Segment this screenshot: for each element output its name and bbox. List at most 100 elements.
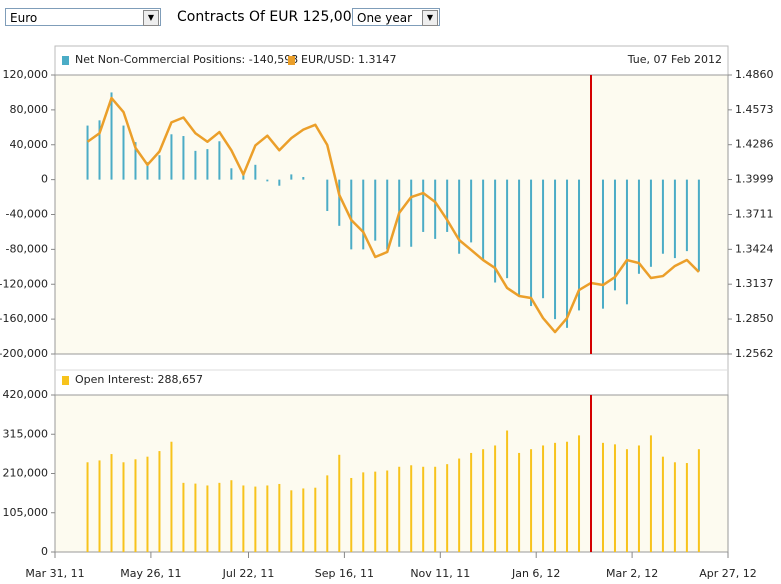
bar xyxy=(578,179,581,311)
bar xyxy=(637,179,640,274)
bar xyxy=(350,179,353,250)
bar xyxy=(613,444,616,552)
x-tick-label: Mar 2, 12 xyxy=(606,567,658,580)
bar xyxy=(601,179,604,309)
hover-date: Tue, 07 Feb 2012 xyxy=(627,53,722,66)
dropdown-arrow[interactable]: ▼ xyxy=(422,10,438,26)
bar xyxy=(146,162,149,180)
y-tick-label: -120,000 xyxy=(0,277,48,290)
bar xyxy=(206,149,209,180)
x-tick-label: Nov 11, 11 xyxy=(410,567,470,580)
bar xyxy=(458,458,461,552)
bar xyxy=(338,179,341,226)
bar xyxy=(254,486,257,552)
bar xyxy=(649,435,652,552)
legend-swatch xyxy=(62,376,69,385)
bar xyxy=(458,179,461,254)
y-tick-label: -160,000 xyxy=(0,312,48,325)
bar xyxy=(506,179,509,279)
bar xyxy=(218,482,221,552)
bar xyxy=(649,179,652,267)
dropdown-arrow[interactable]: ▼ xyxy=(143,10,159,26)
bar xyxy=(554,442,557,552)
bar xyxy=(110,92,113,180)
bar xyxy=(98,120,101,180)
bar xyxy=(206,485,209,552)
bar xyxy=(170,134,173,180)
y2-tick-label: 1.3137 xyxy=(735,277,774,290)
y-tick-label: -200,000 xyxy=(0,347,48,360)
bar xyxy=(613,179,616,291)
bar xyxy=(470,452,473,552)
bar xyxy=(278,179,281,186)
bar xyxy=(278,483,281,552)
y-tick-label: 210,000 xyxy=(3,467,49,480)
y2-tick-label: 1.3711 xyxy=(735,208,774,221)
bar xyxy=(697,449,700,552)
y2-tick-label: 1.4860 xyxy=(735,68,774,81)
x-tick-label: Jan 6, 12 xyxy=(511,567,560,580)
bar xyxy=(685,179,688,252)
bar xyxy=(242,485,245,552)
bar xyxy=(290,174,293,180)
period-select[interactable]: One year ▼ xyxy=(352,8,440,26)
instrument-select[interactable]: Euro ▼ xyxy=(5,8,161,26)
y2-tick-label: 1.4286 xyxy=(735,138,774,151)
y-tick-label: -40,000 xyxy=(6,208,48,221)
select-value: One year xyxy=(357,11,413,25)
bar xyxy=(254,164,257,180)
legend-label: Net Non-Commercial Positions: -140,593 xyxy=(75,53,298,66)
bar xyxy=(266,485,269,552)
y-tick-label: 105,000 xyxy=(3,506,49,519)
bar xyxy=(158,451,161,552)
bar xyxy=(530,179,533,307)
bar xyxy=(110,454,113,552)
bar xyxy=(494,445,497,552)
y2-tick-label: 1.2850 xyxy=(735,312,774,325)
y2-tick-label: 1.3424 xyxy=(735,242,774,255)
bar xyxy=(625,179,628,305)
bar xyxy=(302,488,305,552)
bar xyxy=(518,452,521,552)
bar xyxy=(542,179,545,299)
bar xyxy=(398,466,401,552)
y-tick-label: 80,000 xyxy=(10,103,49,116)
x-tick-label: Mar 31, 11 xyxy=(25,567,84,580)
y-tick-label: 120,000 xyxy=(3,68,49,81)
bar xyxy=(302,177,305,180)
bar xyxy=(134,459,137,552)
bar xyxy=(326,475,329,552)
bar xyxy=(194,483,197,552)
bar xyxy=(446,179,449,232)
bar xyxy=(314,487,317,552)
bar xyxy=(194,150,197,180)
bar xyxy=(494,179,497,283)
bar xyxy=(86,462,89,552)
bar xyxy=(482,179,485,261)
select-value: Euro xyxy=(10,11,38,25)
bar xyxy=(578,435,581,552)
bar xyxy=(182,136,185,180)
bar xyxy=(470,179,473,243)
bar xyxy=(350,477,353,552)
bar xyxy=(434,466,437,552)
bar xyxy=(230,168,233,180)
bar xyxy=(218,141,221,180)
bar xyxy=(410,465,413,552)
y-tick-label: 0 xyxy=(41,173,48,186)
bar xyxy=(326,179,329,212)
bar xyxy=(542,445,545,552)
legend-swatch xyxy=(288,56,295,65)
y-tick-label: -80,000 xyxy=(6,242,48,255)
legend-label: Open Interest: 288,657 xyxy=(75,373,203,386)
bar xyxy=(422,466,425,552)
bar xyxy=(230,480,233,552)
bar xyxy=(673,179,676,259)
y-tick-label: 0 xyxy=(41,545,48,558)
bar xyxy=(98,460,101,552)
bar xyxy=(625,449,628,552)
y-tick-label: 420,000 xyxy=(3,388,49,401)
bar xyxy=(182,482,185,552)
bar xyxy=(697,179,700,272)
bar xyxy=(170,441,173,552)
